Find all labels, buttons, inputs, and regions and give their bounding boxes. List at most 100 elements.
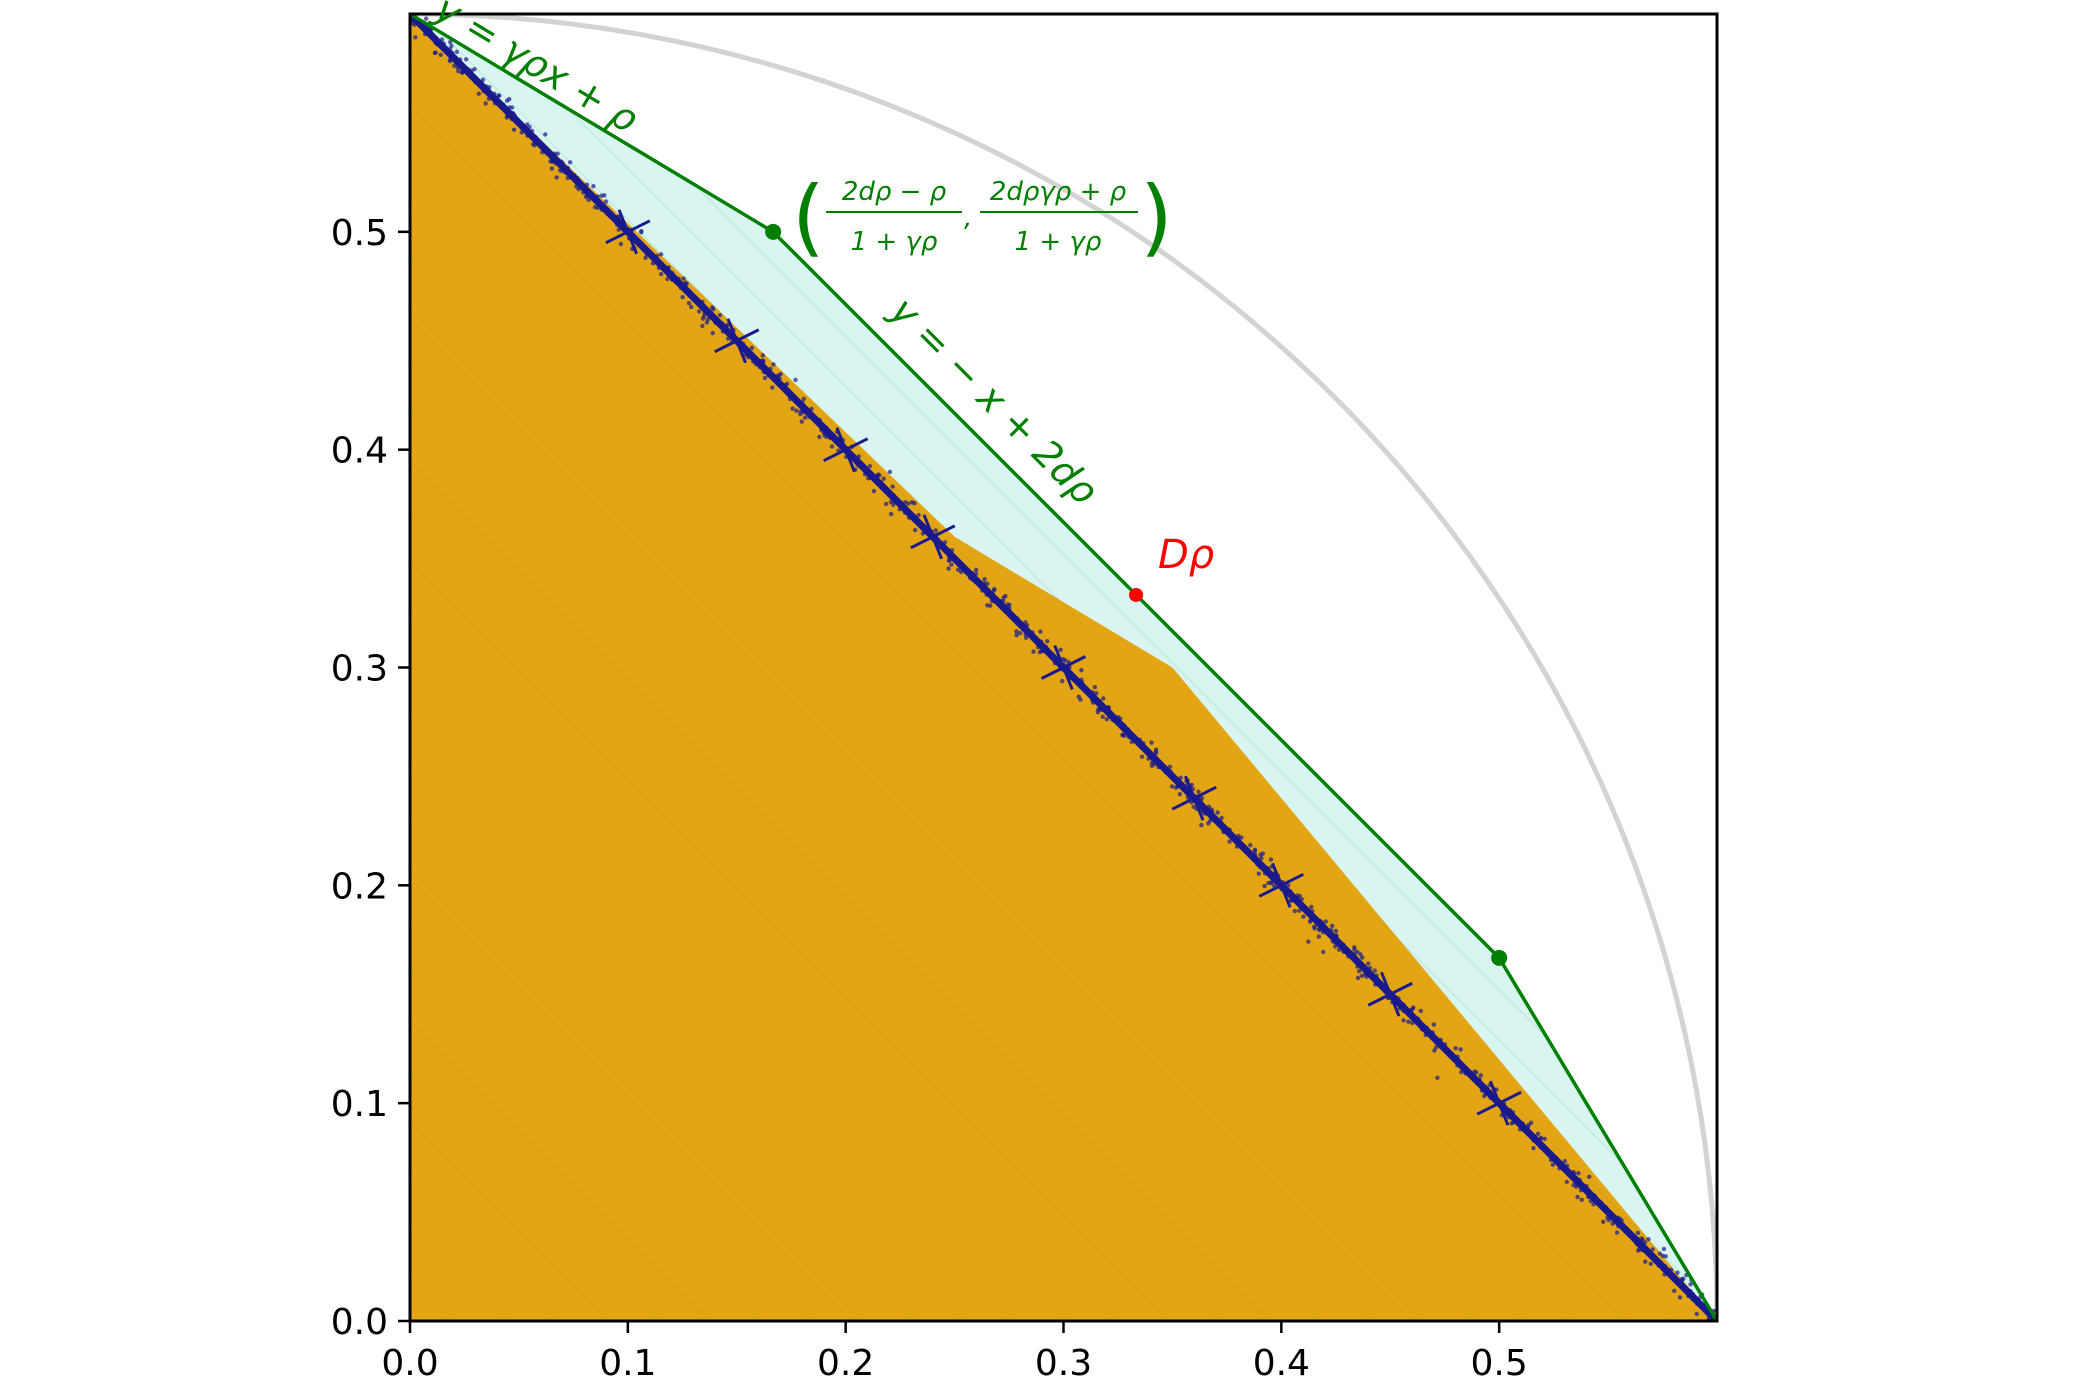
y-tick-label: 0.5 xyxy=(331,213,388,254)
scatter-point xyxy=(1241,845,1246,851)
scatter-point xyxy=(1564,1179,1570,1185)
d-rho-point xyxy=(1129,587,1144,602)
scatter-point xyxy=(472,67,477,72)
scatter-point xyxy=(745,355,751,360)
scatter-point xyxy=(1221,829,1226,835)
scatter-point xyxy=(912,501,917,506)
scatter-point xyxy=(809,406,814,412)
scatter-point xyxy=(1367,965,1373,971)
scatter-point xyxy=(1017,630,1023,636)
scatter-point xyxy=(1108,710,1113,715)
scatter-point xyxy=(883,501,889,507)
scatter-point xyxy=(1482,1093,1487,1099)
scatter-point xyxy=(665,266,670,271)
scatter-point xyxy=(720,321,725,326)
scatter-point xyxy=(829,444,835,449)
coord-paren-close: ) xyxy=(1140,168,1173,266)
scatter-point xyxy=(558,161,563,167)
scatter-point xyxy=(584,182,590,187)
scatter-point xyxy=(1323,925,1328,930)
scatter-point xyxy=(720,329,726,334)
scatter-point xyxy=(1675,1270,1680,1275)
scatter-point xyxy=(1635,1248,1641,1253)
scatter-point xyxy=(1531,1138,1537,1143)
scatter-point xyxy=(1523,1128,1528,1134)
scatter-point xyxy=(1644,1247,1650,1252)
scatter-point xyxy=(868,475,874,481)
scatter-point xyxy=(1359,973,1365,978)
scatter-point xyxy=(1168,769,1173,774)
scatter-point xyxy=(717,313,723,318)
scatter-point xyxy=(1648,1261,1653,1267)
scatter-point xyxy=(591,184,596,189)
scatter-point xyxy=(1239,835,1244,840)
scatter-point xyxy=(1431,1022,1437,1027)
scatter-point xyxy=(1423,1032,1429,1038)
scatter-point xyxy=(1575,1194,1580,1200)
scatter-point xyxy=(648,254,654,260)
scatter-point xyxy=(1312,926,1317,931)
scatter-point xyxy=(1705,1309,1710,1315)
scatter-point xyxy=(1306,939,1311,944)
scatter-point xyxy=(454,49,460,55)
scatter-point xyxy=(1268,857,1274,862)
scatter-point xyxy=(529,128,535,134)
scatter-point xyxy=(1323,919,1328,924)
scatter-point xyxy=(982,576,987,582)
scatter-point xyxy=(643,246,649,252)
scatter-point xyxy=(530,141,536,147)
scatter-star-ray xyxy=(931,536,943,560)
scatter-star-ray xyxy=(922,514,935,538)
scatter-point xyxy=(1297,893,1302,899)
scatter-point xyxy=(1372,968,1377,973)
scatter-point xyxy=(1625,1229,1631,1235)
scatter-point xyxy=(1719,1310,1723,1314)
scatter-point xyxy=(1610,1221,1615,1226)
scatter-point xyxy=(1001,595,1006,600)
scatter-point xyxy=(549,166,555,171)
scatter-point xyxy=(1297,908,1302,913)
scatter-point xyxy=(1586,1194,1591,1199)
scatter-point xyxy=(1000,605,1005,610)
scatter-point xyxy=(1005,608,1010,614)
y-tick-label: 0.2 xyxy=(331,866,388,907)
x-tick-label: 0.5 xyxy=(1471,1343,1528,1384)
scatter-point xyxy=(670,270,675,276)
scatter-point xyxy=(680,294,685,300)
scatter-point xyxy=(1455,1063,1460,1068)
scatter-point xyxy=(1333,928,1339,934)
scatter-point xyxy=(1402,1007,1407,1012)
scatter-point xyxy=(1129,739,1134,745)
scatter-point xyxy=(1401,1018,1406,1023)
scatter-point xyxy=(1234,844,1240,849)
scatter-point xyxy=(740,341,746,346)
scatter-point xyxy=(616,214,621,219)
scatter-point xyxy=(1680,1285,1685,1290)
scatter-point xyxy=(1592,1193,1597,1199)
scatter-point xyxy=(1106,704,1111,710)
scatter-point xyxy=(660,262,665,267)
scatter-point xyxy=(511,111,516,116)
scatter-point xyxy=(798,403,803,409)
scatter-point xyxy=(1052,660,1058,666)
scatter-point xyxy=(1208,818,1213,823)
scatter-star-ray xyxy=(1476,1101,1500,1116)
scatter-point xyxy=(564,170,570,175)
scatter-point xyxy=(465,66,470,72)
scatter-point xyxy=(1562,1159,1568,1164)
scatter-point xyxy=(791,394,796,399)
scatter-point xyxy=(1079,667,1084,673)
scatter-point xyxy=(1442,1046,1448,1051)
scatter-point xyxy=(794,408,799,413)
scatter-point xyxy=(650,261,656,266)
scatter-point xyxy=(1356,968,1362,974)
scatter-point xyxy=(1588,1198,1594,1204)
scatter-point xyxy=(1518,1127,1523,1132)
scatter-point xyxy=(1076,694,1081,699)
reference-arc xyxy=(410,14,1717,1321)
scatter-point xyxy=(1366,961,1371,966)
bound-points xyxy=(765,223,1508,966)
scatter-point xyxy=(1352,951,1357,957)
scatter-point xyxy=(413,35,418,40)
scatter-point xyxy=(483,101,488,106)
